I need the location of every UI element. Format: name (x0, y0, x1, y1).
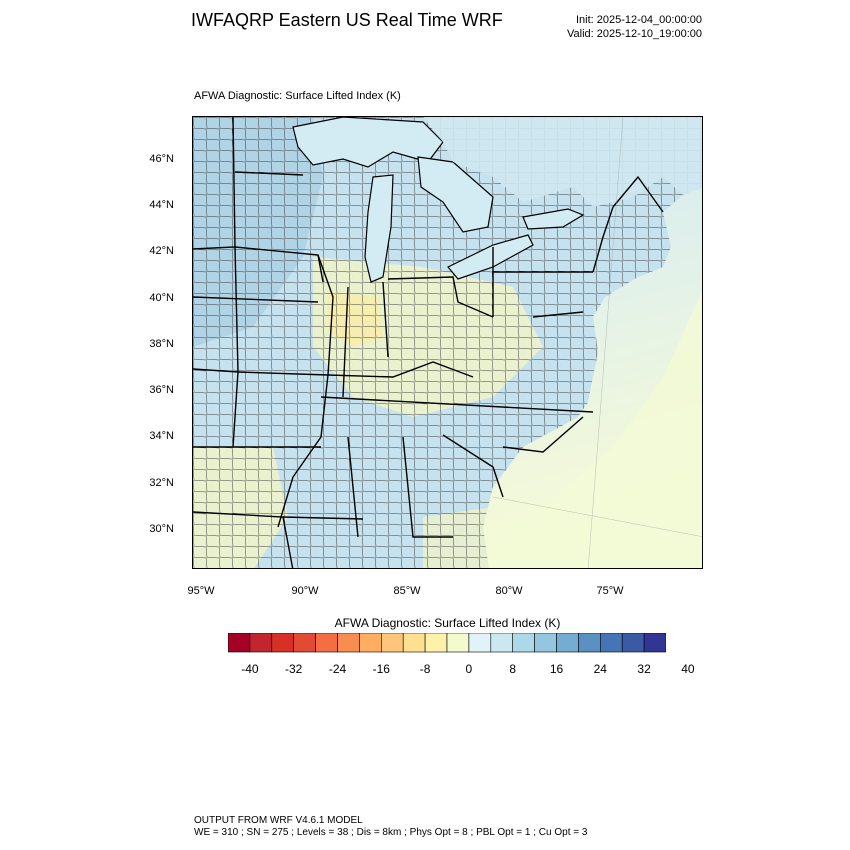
colorbar-box (578, 633, 601, 653)
lat-label-40: 40°N (149, 292, 174, 304)
run-times: Init: 2025-12-04_00:00:00 Valid: 2025-12… (567, 13, 702, 41)
lon-label-90: 90°W (291, 585, 319, 597)
colorbar-box (621, 633, 645, 653)
map-canvas (193, 117, 702, 568)
colorbar-box (424, 633, 448, 653)
lat-label-32: 32°N (149, 477, 174, 489)
colorbar-box (337, 633, 360, 653)
colorbar-title: AFWA Diagnostic: Surface Lifted Index (K… (334, 616, 561, 630)
colorbar-box (556, 633, 579, 653)
colorbar-box (228, 633, 251, 653)
colorbar-tick-label: -8 (419, 662, 431, 676)
colorbar-tick-label: -32 (285, 662, 303, 676)
colorbar-tick-label: 24 (593, 662, 607, 676)
colorbar-box (359, 633, 382, 653)
colorbar-box (402, 633, 426, 653)
lat-label-44: 44°N (149, 199, 174, 211)
colorbar-tick-label: 40 (681, 662, 695, 676)
lake-huron (417, 156, 494, 233)
lon-label-85: 85°W (393, 585, 421, 597)
field-subtitle: AFWA Diagnostic: Surface Lifted Index (K… (194, 90, 401, 102)
init-time: Init: 2025-12-04_00:00:00 (576, 14, 702, 26)
colorbar-tick-label: -24 (328, 662, 347, 676)
colorbar-box (534, 633, 557, 653)
valid-time: Valid: 2025-12-10_19:00:00 (567, 28, 702, 40)
colorbar-box (643, 633, 666, 653)
map-frame (192, 116, 703, 569)
lat-label-46: 46°N (149, 153, 174, 165)
lon-label-80: 80°W (495, 585, 523, 597)
colorbar-tick-label: -16 (372, 662, 390, 676)
lake-superior (292, 117, 444, 168)
model-footer: OUTPUT FROM WRF V4.6.1 MODEL WE = 310 ; … (194, 815, 587, 839)
lon-label-95: 95°W (187, 585, 215, 597)
colorbar-box (293, 633, 316, 653)
colorbar-tick-label: 16 (549, 662, 564, 676)
main-title: IWFAQRP Eastern US Real Time WRF (191, 10, 503, 30)
colorbar-tick-label: -40 (241, 662, 259, 676)
colorbar-box (315, 633, 338, 653)
footer-line-1: OUTPUT FROM WRF V4.6.1 MODEL (194, 815, 363, 826)
colorbar-box (490, 633, 513, 653)
colorbar-box (512, 633, 535, 653)
lon-label-75: 75°W (596, 585, 624, 597)
atlantic-south-warm (489, 291, 702, 568)
state-boundaries (193, 117, 664, 568)
graticule (492, 117, 702, 568)
lake-michigan (364, 174, 394, 283)
colorbar-box (446, 633, 470, 653)
colorbar-box (468, 633, 492, 653)
colorbar-tick-label: 32 (637, 662, 651, 676)
lat-label-36: 36°N (149, 384, 174, 396)
colorbar-tick-label: 0 (465, 662, 473, 676)
colorbar (228, 633, 666, 653)
lake-erie (447, 234, 534, 280)
lat-label-42: 42°N (149, 245, 174, 257)
colorbar-box (249, 633, 273, 653)
lat-label-34: 34°N (149, 430, 174, 442)
colorbar-box (599, 633, 623, 653)
lake-ontario (522, 208, 585, 230)
lat-label-30: 30°N (149, 523, 174, 535)
footer-line-2: WE = 310 ; SN = 275 ; Levels = 38 ; Dis … (194, 827, 588, 838)
lat-label-38: 38°N (149, 338, 174, 350)
colorbar-box (381, 633, 404, 653)
colorbar-box (271, 633, 294, 653)
colorbar-tick-label: 8 (509, 662, 517, 676)
